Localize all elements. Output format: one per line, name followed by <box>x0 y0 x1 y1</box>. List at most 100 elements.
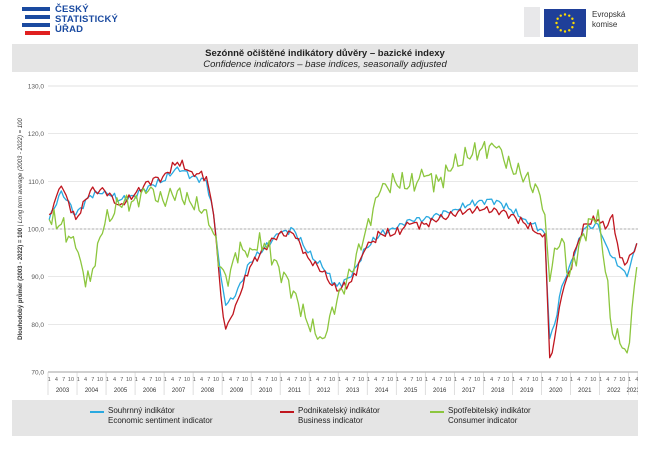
x-month-tick-label: 7 <box>120 377 123 383</box>
x-month-tick-label: 10 <box>300 377 306 383</box>
chart-canvas: 70,0 80,0 90,0 100,0 110,0 120,0 130,0 Dlouhodo… <box>17 84 640 395</box>
x-month-tick-label: 4 <box>113 377 116 383</box>
x-month-tick-label: 10 <box>329 377 335 383</box>
x-month-tick-label: 10 <box>619 377 625 383</box>
czso-logo-mark <box>22 7 50 35</box>
x-month-tick-label: 1 <box>396 377 399 383</box>
x-year-label: 2009 <box>230 388 244 394</box>
eu-star <box>572 21 575 25</box>
x-month-tick-label: 7 <box>352 377 355 383</box>
x-month-tick-label: 1 <box>280 377 283 383</box>
x-month-tick-label: 7 <box>149 377 152 383</box>
x-month-tick-label: 4 <box>171 377 174 383</box>
x-month-tick-label: 1 <box>77 377 80 383</box>
x-month-tick-label: 4 <box>316 377 319 383</box>
x-month-tick-label: 7 <box>236 377 239 383</box>
x-year-label: 2011 <box>288 388 302 394</box>
x-year-label: 2016 <box>433 388 447 394</box>
y-axis-title-cz: Dlouhodobý průměr (2003 - 2022) = 100 <box>17 227 24 340</box>
eu-star <box>556 26 559 29</box>
x-month-tick-label: 10 <box>358 377 364 383</box>
x-year-label: 2014 <box>375 388 389 394</box>
x-month-tick-label: 4 <box>577 377 580 383</box>
eu-star <box>559 29 562 32</box>
y-tick-label: 80,0 <box>31 322 44 329</box>
x-month-tick-label: 10 <box>503 377 509 383</box>
eu-star <box>568 29 571 32</box>
x-month-tick-label: 4 <box>606 377 609 383</box>
y-axis-title: Dlouhodobý průměr (2003 - 2022) = 100 | … <box>17 118 24 340</box>
x-month-tick-label: 1 <box>541 377 544 383</box>
x-month-tick-label: 1 <box>512 377 515 383</box>
chart-subtitle: Confidence indicators – base indices, se… <box>203 59 447 70</box>
x-month-tick-label: 1 <box>599 377 602 383</box>
x-year-label: 2015 <box>404 388 418 394</box>
x-month-tick-label: 7 <box>497 377 500 383</box>
czso-logo: ČESKÝ STATISTICKÝ ÚŘAD <box>22 5 142 37</box>
x-year-label: 2010 <box>259 388 273 394</box>
x-month-tick-label: 7 <box>468 377 471 383</box>
x-month-tick-label: 7 <box>555 377 558 383</box>
x-year-label: 2020 <box>549 388 563 394</box>
legend-swatch-business <box>280 411 294 413</box>
x-month-tick-label: 4 <box>229 377 232 383</box>
eu-star <box>568 14 571 17</box>
x-month-tick-label: 7 <box>613 377 616 383</box>
x-month-tick-label: 7 <box>526 377 529 383</box>
czso-logo-line-2: STATISTICKÝ <box>55 14 119 25</box>
legend-label-business: Podnikatelský indikátor <box>298 406 380 415</box>
x-year-label: 2003 <box>56 388 70 394</box>
x-month-tick-label: 7 <box>91 377 94 383</box>
x-year-label: 2006 <box>143 388 157 394</box>
eu-star <box>563 13 567 16</box>
x-month-tick-label: 1 <box>48 377 51 383</box>
x-month-tick-label: 4 <box>258 377 261 383</box>
x-month-tick-label: 1 <box>164 377 167 383</box>
x-year-label: 2008 <box>201 388 215 394</box>
eu-star <box>555 21 558 25</box>
x-month-tick-label: 10 <box>590 377 596 383</box>
x-month-tick-label: 7 <box>294 377 297 383</box>
x-month-tick-label: 4 <box>55 377 58 383</box>
x-month-tick-label: 10 <box>387 377 393 383</box>
x-month-tick-label: 1 <box>106 377 109 383</box>
x-month-tick-label: 4 <box>461 377 464 383</box>
x-month-tick-label: 10 <box>561 377 567 383</box>
x-month-tick-label: 10 <box>126 377 132 383</box>
x-month-tick-label: 10 <box>474 377 480 383</box>
y-tick-label: 70,0 <box>31 370 44 377</box>
x-month-tick-label: 1 <box>454 377 457 383</box>
legend-label-economic: Souhrnný indikátor <box>108 406 175 415</box>
y-tick-label: 120,0 <box>28 131 45 138</box>
y-tick-label: 90,0 <box>31 274 44 281</box>
x-year-label: 2005 <box>114 388 128 394</box>
x-month-tick-label: 10 <box>213 377 219 383</box>
y-axis-title-en: | Long term average (2003 - 2022) = 100 <box>18 118 24 228</box>
czso-logo-text: ČESKÝ STATISTICKÝ ÚŘAD <box>55 5 118 35</box>
x-month-tick-label: 1 <box>483 377 486 383</box>
series-line-consumer <box>48 140 638 354</box>
page-header: ČESKÝ STATISTICKÝ ÚŘAD Evropská komise <box>0 0 650 44</box>
legend-swatch-economic <box>90 411 104 413</box>
x-month-tick-label: 10 <box>155 377 161 383</box>
eu-star <box>571 26 574 29</box>
x-month-tick-label: 4 <box>432 377 435 383</box>
x-year-label: 2018 <box>491 388 505 394</box>
x-month-tick-label: 4 <box>548 377 551 383</box>
eu-star <box>556 17 559 20</box>
legend-label-consumer: Spotřebitelský indikátor <box>448 406 531 415</box>
x-year-label: 2012 <box>317 388 331 394</box>
eu-star <box>571 17 574 20</box>
x-year-label: 2004 <box>85 388 99 394</box>
x-month-tick-label: 1 <box>222 377 225 383</box>
ec-logo-line-1: Evropská <box>592 10 626 19</box>
x-month-tick-label: 1 <box>628 377 631 383</box>
legend-label-business-en: Business indicator <box>298 416 363 425</box>
y-tick-label: 110,0 <box>28 179 44 186</box>
x-month-tick-label: 4 <box>345 377 348 383</box>
x-year-label: 2017 <box>462 388 476 394</box>
x-month-tick-label: 1 <box>367 377 370 383</box>
x-month-tick-label: 1 <box>338 377 341 383</box>
chart-title-band: Sezónně očištěné indikátory důvěry – baz… <box>12 44 638 72</box>
x-month-tick-label: 1 <box>570 377 573 383</box>
